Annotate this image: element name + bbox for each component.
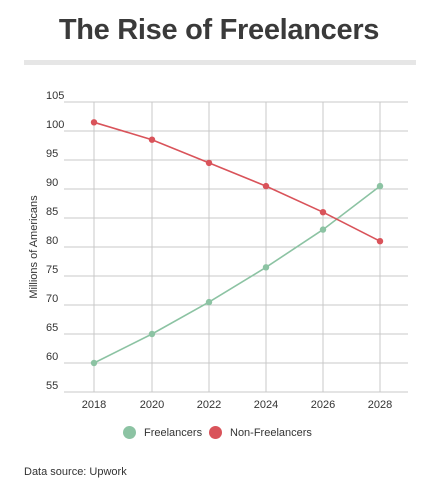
x-tick-label: 2018 xyxy=(82,399,106,411)
line-chart: 2018 2020 2022 2024 2026 2028 105 100 95 90 85 80 7… xyxy=(28,90,408,411)
data-point-non-freelancers xyxy=(205,159,213,167)
series-line-freelancers xyxy=(93,185,381,364)
series-line-non-freelancers xyxy=(93,121,381,242)
x-tick-labels: 2018 2020 2022 2024 2026 2028 xyxy=(82,399,392,411)
y-tick-label: 100 xyxy=(46,119,64,131)
data-point-freelancers xyxy=(205,298,213,306)
data-point-non-freelancers xyxy=(148,136,156,143)
y-tick-label: 80 xyxy=(46,235,58,247)
data-point-non-freelancers xyxy=(319,209,327,216)
series-lines xyxy=(93,121,381,364)
data-point-freelancers xyxy=(319,226,327,233)
y-tick-label: 85 xyxy=(46,206,58,218)
legend-label-freelancers: Freelancers xyxy=(144,426,203,439)
data-point-freelancers xyxy=(148,330,156,338)
y-tick-label: 60 xyxy=(46,351,58,363)
legend: Freelancers Non-Freelancers xyxy=(0,426,438,446)
data-point-non-freelancers xyxy=(376,238,384,245)
data-point-non-freelancers xyxy=(90,119,98,126)
x-tick-label: 2028 xyxy=(368,399,392,411)
legend-label-non-freelancers: Non-Freelancers xyxy=(230,426,312,439)
x-tick-label: 2026 xyxy=(311,399,335,411)
data-point-freelancers xyxy=(376,182,384,190)
grid-lines xyxy=(64,101,408,393)
y-tick-label: 90 xyxy=(46,177,58,189)
legend-swatch-freelancers xyxy=(123,426,136,439)
legend-item-non-freelancers: Non-Freelancers xyxy=(209,426,312,439)
x-tick-label: 2020 xyxy=(140,399,164,411)
y-axis-label: Millions of Americans xyxy=(28,195,40,299)
y-tick-label: 95 xyxy=(46,148,58,160)
series-points xyxy=(90,119,384,367)
y-tick-label: 105 xyxy=(46,90,64,102)
data-point-non-freelancers xyxy=(262,182,270,190)
chart-title: The Rise of Freelancers xyxy=(58,14,380,46)
x-tick-label: 2024 xyxy=(254,399,278,411)
y-tick-labels: 105 100 95 90 85 80 75 70 65 60 55 xyxy=(46,90,64,392)
data-point-freelancers xyxy=(90,359,98,367)
title-divider xyxy=(24,60,416,65)
data-source-note: Data source: Upwork xyxy=(24,466,127,478)
legend-item-freelancers: Freelancers xyxy=(123,426,202,439)
data-point-freelancers xyxy=(262,264,270,271)
x-tick-label: 2022 xyxy=(197,399,221,411)
legend-swatch-non-freelancers xyxy=(209,426,222,439)
y-tick-label: 55 xyxy=(46,380,58,392)
y-tick-label: 65 xyxy=(46,322,58,334)
y-tick-label: 75 xyxy=(46,264,58,276)
y-tick-label: 70 xyxy=(46,293,58,305)
